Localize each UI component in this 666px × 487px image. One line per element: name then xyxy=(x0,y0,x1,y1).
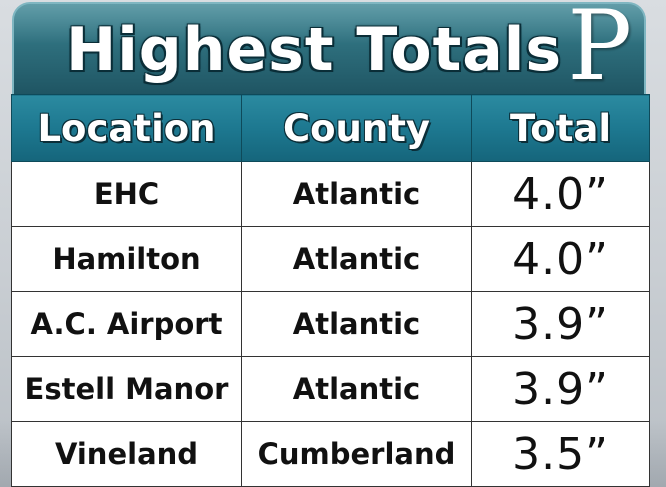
location-cell: Hamilton xyxy=(11,226,242,292)
column-header-total: Total xyxy=(471,94,650,162)
location-cell: A.C. Airport xyxy=(11,291,242,357)
table-row: EHC Atlantic 4.0” xyxy=(11,161,650,227)
total-cell: 3.9” xyxy=(471,356,650,422)
page-title: Highest Totals xyxy=(66,15,563,85)
total-cell: 4.0” xyxy=(471,161,650,227)
highest-totals-table: Location County Total EHC Atlantic 4.0” … xyxy=(11,94,650,487)
column-header-location: Location xyxy=(11,94,242,162)
location-cell: Estell Manor xyxy=(11,356,242,422)
county-cell: Atlantic xyxy=(241,291,472,357)
table-row: Vineland Cumberland 3.5” xyxy=(11,421,650,487)
title-banner: Highest Totals P xyxy=(12,2,646,94)
total-cell: 3.5” xyxy=(471,421,650,487)
table-row: Estell Manor Atlantic 3.9” xyxy=(11,356,650,422)
total-cell: 3.9” xyxy=(471,291,650,357)
header-row: Location County Total xyxy=(11,94,650,162)
station-logo: P xyxy=(567,2,632,94)
column-header-county: County xyxy=(241,94,472,162)
county-cell: Atlantic xyxy=(241,161,472,227)
county-cell: Atlantic xyxy=(241,356,472,422)
table-row: Hamilton Atlantic 4.0” xyxy=(11,226,650,292)
table-row: A.C. Airport Atlantic 3.9” xyxy=(11,291,650,357)
county-cell: Atlantic xyxy=(241,226,472,292)
county-cell: Cumberland xyxy=(241,421,472,487)
total-cell: 4.0” xyxy=(471,226,650,292)
location-cell: Vineland xyxy=(11,421,242,487)
location-cell: EHC xyxy=(11,161,242,227)
